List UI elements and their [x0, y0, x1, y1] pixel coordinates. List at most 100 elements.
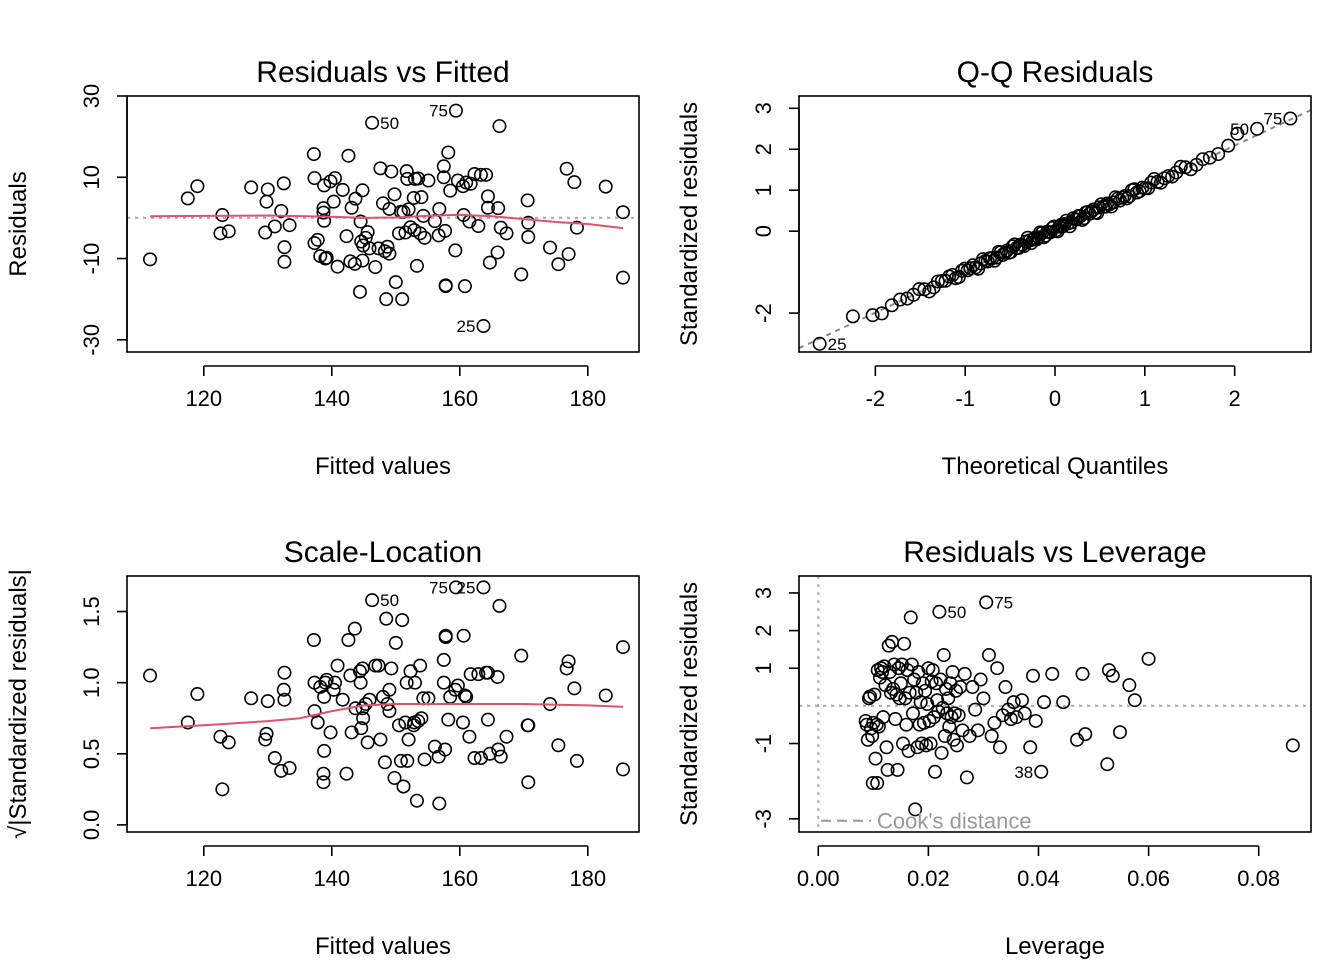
data-point: [1056, 695, 1071, 710]
data-point: [441, 712, 456, 727]
data-point: [910, 740, 925, 755]
data-point: [432, 201, 447, 216]
data-point: [1195, 152, 1210, 167]
x-axis-label: Leverage: [1005, 933, 1105, 960]
data-point: [307, 171, 322, 186]
data-point: [473, 167, 488, 182]
data-point: [1034, 764, 1049, 779]
data-point: [1017, 706, 1032, 721]
data-point: [615, 270, 630, 285]
data-point: [912, 282, 927, 297]
data-point: [482, 255, 497, 270]
x-tick-label: 180: [569, 866, 606, 891]
data-point: [330, 658, 345, 673]
data-point: [1100, 757, 1115, 772]
data-point: [480, 200, 495, 215]
data-point: [812, 336, 827, 351]
data-point: [868, 751, 883, 766]
data-point: [491, 201, 506, 216]
data-point: [923, 736, 938, 751]
data-point: [887, 657, 902, 672]
data-point: [190, 179, 205, 194]
data-point: [377, 755, 392, 770]
residuals-vs-fitted-panel: Residuals vs Fitted Fitted values Residual…: [5, 56, 640, 480]
data-point: [388, 275, 403, 290]
data-point: [879, 740, 894, 755]
data-point: [277, 665, 292, 680]
data-point: [409, 258, 424, 273]
data-point: [427, 739, 442, 754]
data-point: [319, 250, 334, 265]
data-point: [491, 742, 506, 757]
data-point: [354, 721, 369, 736]
data-point: [471, 667, 486, 682]
data-point: [490, 669, 505, 684]
data-point: [514, 648, 529, 663]
data-point: [388, 635, 403, 650]
data-point: [306, 632, 321, 647]
y-tick-label: -10: [79, 243, 104, 275]
data-point: [455, 715, 470, 730]
data-point: [569, 220, 584, 235]
data-point: [319, 672, 334, 687]
data-point: [1112, 725, 1127, 740]
x-axis: -2 -1 0 1 2: [866, 365, 1241, 411]
data-point: [306, 147, 321, 162]
data-point: [457, 279, 472, 294]
data-point: [934, 273, 949, 288]
data-point: [499, 729, 514, 744]
data-point: [307, 236, 322, 251]
data-point: [362, 241, 377, 256]
data-point: [382, 246, 397, 261]
data-point: [881, 638, 896, 653]
chart-title: Scale-Location: [284, 536, 482, 569]
data-point: [942, 719, 957, 734]
data-point: [438, 278, 453, 293]
data-point: [1023, 740, 1038, 755]
data-point: [382, 704, 397, 719]
data-point: [981, 648, 996, 663]
data-point: [355, 701, 370, 716]
data-point: [1173, 159, 1188, 174]
data-point: [902, 685, 917, 700]
data-point: [341, 148, 356, 163]
data-points: [858, 595, 1300, 817]
data-point: [310, 715, 325, 730]
data-point: [520, 193, 535, 208]
data-point: [221, 224, 236, 239]
y-axis: -30 -10 10 30: [79, 84, 128, 356]
data-point: [1105, 668, 1120, 683]
data-point: [968, 702, 983, 717]
point-label: 25: [457, 578, 476, 597]
data-point: [598, 688, 613, 703]
chart-title: Q-Q Residuals: [957, 56, 1154, 89]
x-tick-label: 0.00: [797, 866, 840, 891]
data-point: [870, 776, 885, 791]
data-point: [1141, 651, 1156, 666]
data-point: [391, 718, 406, 733]
data-point: [368, 658, 383, 673]
plot-frame: [126, 95, 640, 353]
smoother-line: [149, 213, 624, 230]
data-point: [893, 292, 908, 307]
data-point: [414, 711, 429, 726]
data-point: [1009, 710, 1024, 725]
data-point: [355, 661, 370, 676]
data-point: [327, 675, 342, 690]
x-tick-label: 0.08: [1237, 866, 1280, 891]
data-point: [865, 776, 880, 791]
data-point: [274, 203, 289, 218]
data-point: [371, 658, 386, 673]
data-point: [932, 604, 947, 619]
data-point: [984, 728, 999, 743]
data-point: [598, 179, 613, 194]
data-point: [980, 254, 995, 269]
data-point: [976, 691, 991, 706]
data-point: [615, 640, 630, 655]
data-point: [903, 610, 918, 625]
x-tick-label: 0.02: [907, 866, 950, 891]
data-point: [221, 735, 236, 750]
data-point: [950, 738, 965, 753]
data-point: [393, 753, 408, 768]
